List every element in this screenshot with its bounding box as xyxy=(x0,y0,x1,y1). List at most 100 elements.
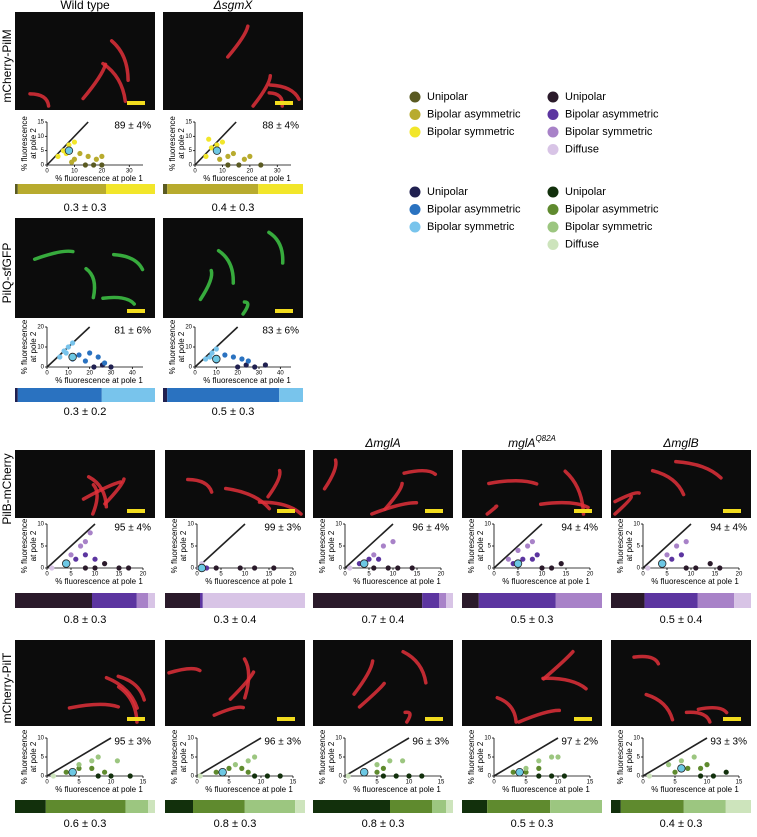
cell xyxy=(517,708,562,724)
legend-swatch xyxy=(547,204,559,215)
y-tick-label: 20 xyxy=(185,325,192,331)
cell xyxy=(186,477,214,494)
x-tick-label: 15 xyxy=(563,572,570,578)
cell xyxy=(403,710,412,724)
y-tick-label: 5 xyxy=(191,755,195,761)
x-tick-label: 5 xyxy=(524,780,528,786)
x-tick-label: 20 xyxy=(234,371,241,377)
legend-swatch xyxy=(547,186,559,198)
y-axis-label: at pole 2 xyxy=(327,530,336,561)
y-tick-label: 0 xyxy=(41,566,45,572)
data-point xyxy=(664,552,670,558)
x-tick-label: 5 xyxy=(673,780,677,786)
data-point xyxy=(646,773,653,779)
y-axis-label: % fluorescence xyxy=(168,116,177,171)
data-point xyxy=(704,762,710,768)
fraction-segment xyxy=(148,800,155,813)
data-point xyxy=(108,364,114,370)
diagonal xyxy=(493,737,559,777)
x-tick-label: 10 xyxy=(539,572,546,578)
fraction-segment xyxy=(555,593,602,608)
data-point xyxy=(95,354,101,360)
data-point xyxy=(523,765,529,772)
y-tick-label: 5 xyxy=(41,755,45,761)
data-point xyxy=(247,153,253,159)
cell xyxy=(370,500,419,516)
y-tick-label: 10 xyxy=(37,345,44,351)
x-tick-label: 0 xyxy=(492,780,496,786)
x-tick-label: 0 xyxy=(193,169,197,175)
percent-label: 95 ± 4% xyxy=(114,523,151,534)
data-point xyxy=(102,561,108,567)
data-point xyxy=(82,162,88,168)
cell xyxy=(696,705,729,715)
fraction-segment xyxy=(167,184,259,194)
y-tick-label: 0 xyxy=(41,365,45,371)
data-point xyxy=(91,364,97,370)
diagonal xyxy=(344,523,394,569)
cell xyxy=(674,459,723,480)
header-text: ΔsgmX xyxy=(213,0,254,12)
data-point xyxy=(685,765,691,772)
x-tick-label: 0 xyxy=(641,572,645,578)
cell xyxy=(613,495,633,516)
data-point xyxy=(252,364,258,370)
data-point xyxy=(209,350,215,356)
percent-label: 96 ± 3% xyxy=(412,737,449,748)
data-point xyxy=(698,773,704,779)
fraction-segment xyxy=(45,800,126,813)
scale-bar xyxy=(275,101,293,105)
data-point xyxy=(539,565,545,571)
data-point xyxy=(510,769,516,775)
scale-bar xyxy=(574,509,592,513)
fraction-segment xyxy=(313,593,423,608)
cell xyxy=(111,252,145,272)
y-tick-label: 10 xyxy=(335,736,342,742)
data-point xyxy=(207,354,213,360)
cell xyxy=(541,649,575,681)
x-tick-label: 30 xyxy=(126,169,133,175)
data-point xyxy=(76,762,82,768)
data-point xyxy=(347,565,353,571)
data-point xyxy=(55,153,61,159)
data-point xyxy=(87,350,93,356)
ratio-label: 0.5 ± 0.3 xyxy=(511,818,554,830)
fraction-segment xyxy=(15,388,18,402)
data-point xyxy=(89,765,95,772)
cell xyxy=(401,649,428,685)
y-tick-label: 5 xyxy=(339,755,343,761)
x-axis-label: % fluorescence at pole 1 xyxy=(205,577,293,586)
x-tick-label: 20 xyxy=(290,572,297,578)
y-tick-label: 0 xyxy=(339,566,343,572)
data-point xyxy=(549,754,555,760)
legend-label: Bipolar symmetric xyxy=(427,221,515,233)
scale-bar xyxy=(425,717,443,721)
y-axis-label: % fluorescence xyxy=(20,518,29,573)
x-tick-label: 30 xyxy=(108,371,115,377)
y-axis-label: at pole 2 xyxy=(177,331,186,362)
data-point xyxy=(252,565,258,571)
mean-point xyxy=(360,768,369,777)
data-point xyxy=(345,773,351,779)
data-point xyxy=(116,565,122,571)
scale-bar xyxy=(574,717,592,721)
y-axis-label: % fluorescence xyxy=(616,518,625,573)
y-axis-label: % fluorescence xyxy=(616,729,625,784)
y-axis-label: at pole 2 xyxy=(29,331,38,362)
micrograph xyxy=(165,450,305,518)
cell xyxy=(684,710,712,724)
y-tick-label: 0 xyxy=(339,774,343,780)
ratio-label: 0.4 ± 0.3 xyxy=(212,202,255,214)
x-tick-label: 30 xyxy=(256,371,263,377)
y-tick-label: 5 xyxy=(191,544,195,550)
cell xyxy=(101,295,136,306)
x-axis-label: % fluorescence at pole 1 xyxy=(353,577,441,586)
x-tick-label: 5 xyxy=(77,780,81,786)
fraction-segment xyxy=(163,184,168,194)
fraction-segment xyxy=(200,593,203,608)
x-tick-label: 30 xyxy=(274,169,281,175)
y-tick-label: 0 xyxy=(488,566,492,572)
y-tick-label: 10 xyxy=(633,736,640,742)
legend-swatch xyxy=(409,221,421,233)
scale-bar xyxy=(127,101,145,105)
